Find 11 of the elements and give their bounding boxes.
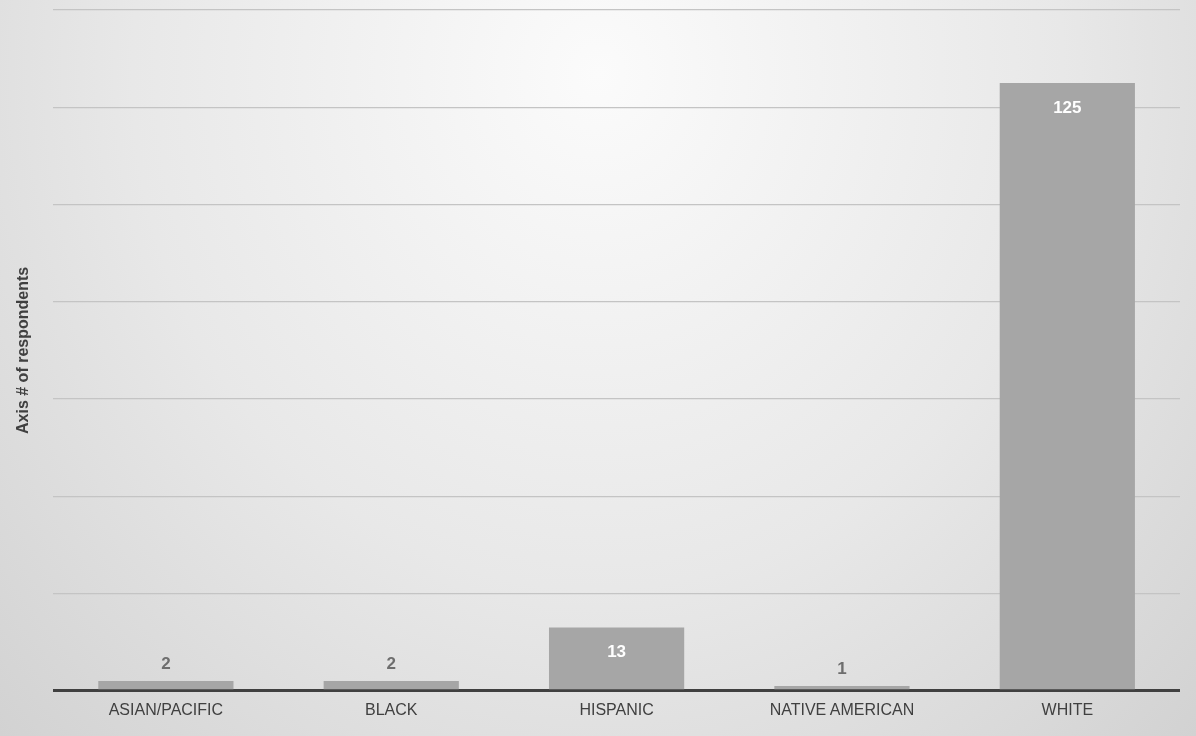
data-label: 2 bbox=[161, 653, 171, 673]
data-label: 1 bbox=[837, 658, 847, 678]
x-tick-label: NATIVE AMERICAN bbox=[769, 700, 915, 718]
y-axis-title: Axis # of respondents bbox=[14, 266, 32, 434]
x-tick-label: WHITE bbox=[1041, 700, 1094, 718]
x-tick-label: ASIAN/PACIFIC bbox=[108, 700, 224, 718]
data-label: 13 bbox=[607, 642, 627, 662]
x-tick-label: BLACK bbox=[365, 700, 418, 718]
data-label: 2 bbox=[386, 653, 396, 673]
data-label: 125 bbox=[1053, 97, 1082, 117]
x-tick-label: HISPANIC bbox=[579, 700, 654, 718]
